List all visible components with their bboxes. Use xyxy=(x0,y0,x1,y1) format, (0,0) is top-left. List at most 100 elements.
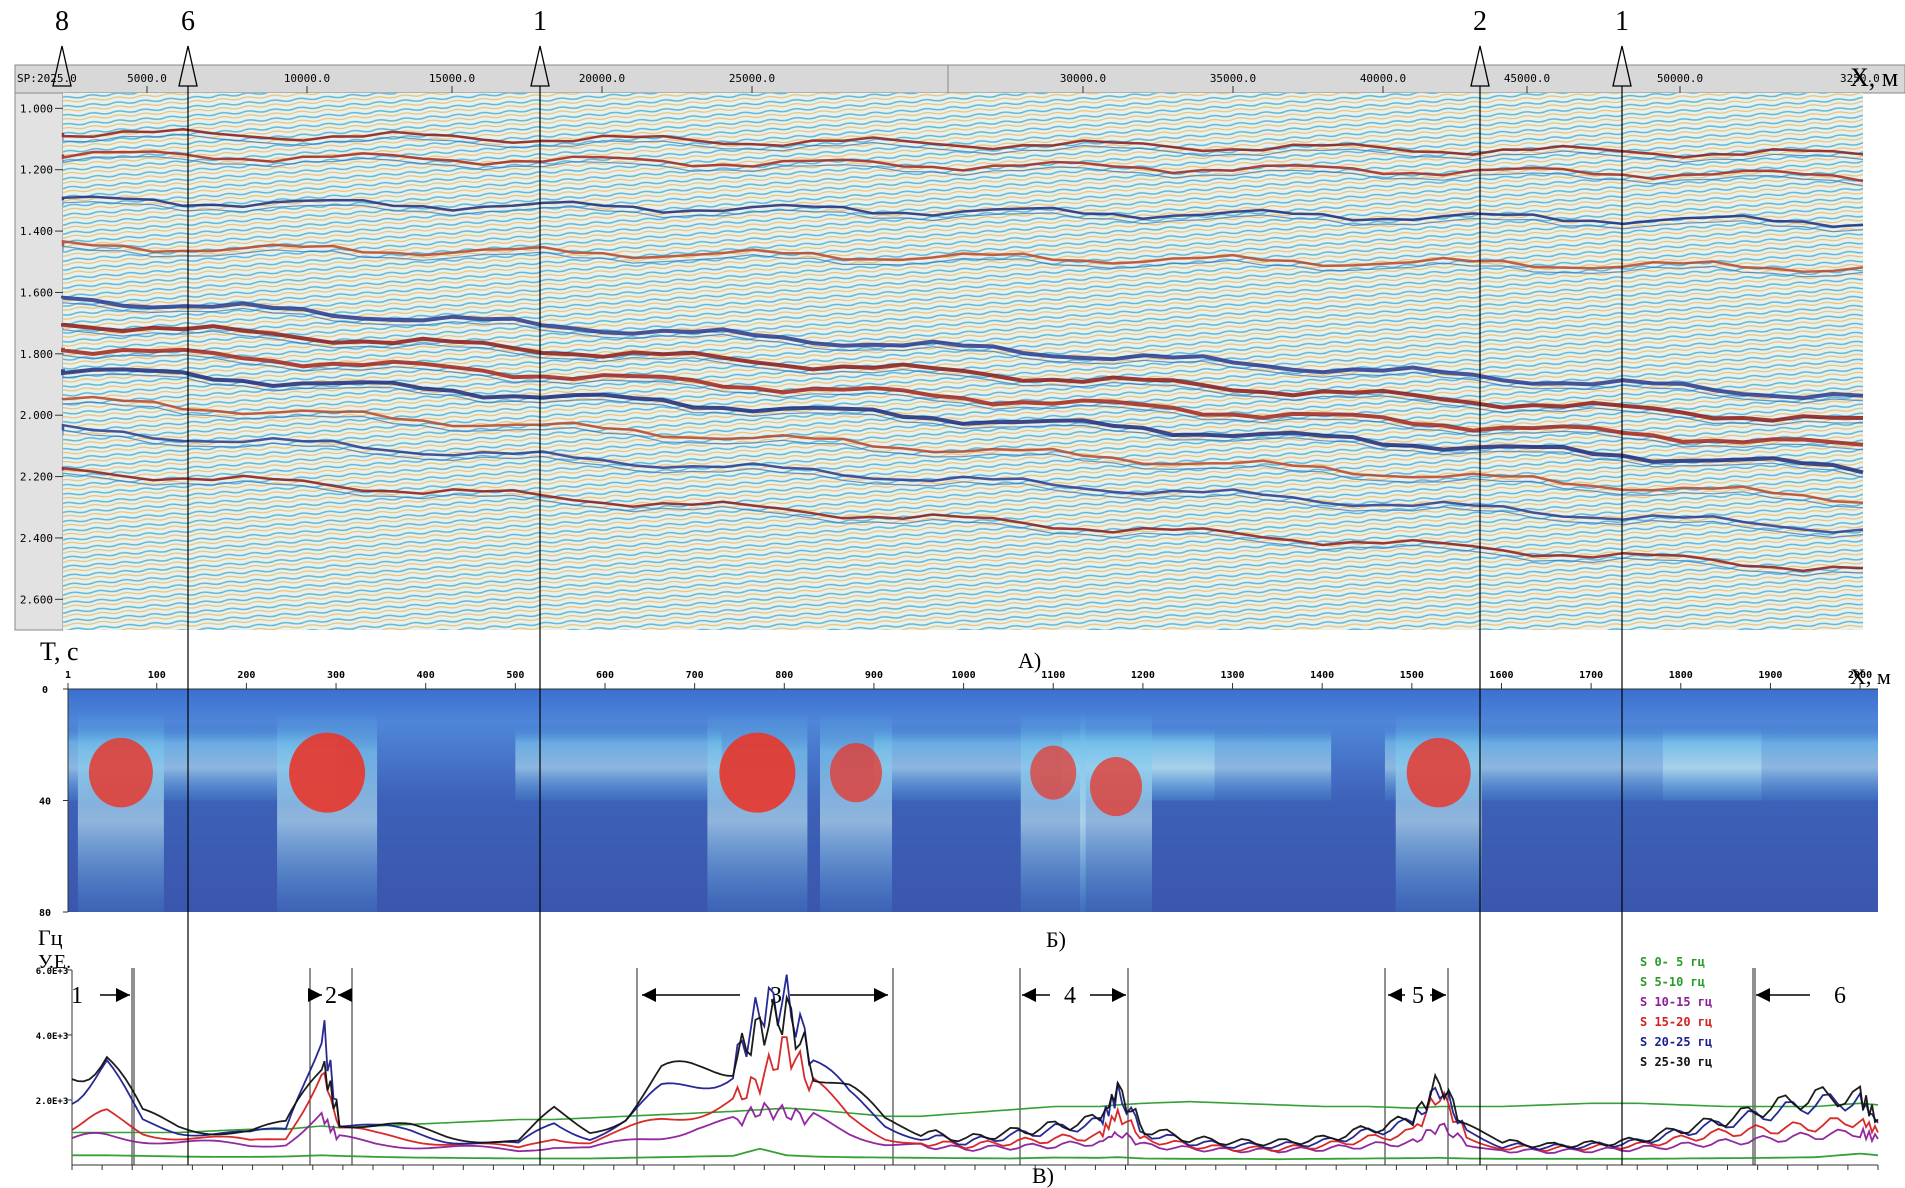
panel-a-reflector-line-trough xyxy=(62,302,1864,404)
panel-b-anomaly-hotspot xyxy=(1089,756,1142,817)
well-markers: 8 6 1 2 1 xyxy=(52,6,1632,1165)
panel-a-x-tick-label: 30000.0 xyxy=(1060,72,1106,85)
panel-b-x-tick-label: 1600 xyxy=(1489,670,1513,681)
panel-a-y-tick-label: 1.800 xyxy=(20,348,53,361)
panel-b-x-tick-label: 900 xyxy=(865,670,883,681)
panel-a-reflector-line xyxy=(61,423,1864,534)
panel-a-x-tick-label: 25000.0 xyxy=(729,72,775,85)
panel-b-x-tick-label: 1300 xyxy=(1220,670,1244,681)
panel-a-sp-label: SP: xyxy=(17,72,37,85)
panel-b-anomaly-hotspot xyxy=(88,737,153,808)
panel-b-x-tick-label: 400 xyxy=(417,670,435,681)
panel-c-zone-arrow-head xyxy=(308,988,322,1002)
panel-a-reflector-line xyxy=(61,367,1864,475)
panel-c-legend-entry: S 5-10 гц xyxy=(1640,975,1705,989)
panel-c-y-tick-label: 2.0E+3 xyxy=(36,1097,69,1107)
panel-b-x-tick-label: 1100 xyxy=(1041,670,1065,681)
panel-b-energy-band xyxy=(1662,728,1878,801)
panel-c-y-label: У.Е. xyxy=(38,951,71,973)
panel-b-anomaly-hotspot xyxy=(1406,737,1471,808)
panel-b-y-label: Гц xyxy=(38,925,63,950)
panel-c-series-line xyxy=(71,974,1879,1151)
panel-b-x-tick-label: 200 xyxy=(237,670,255,681)
panel-c-legend-entry: S 20-25 гц xyxy=(1640,1035,1712,1049)
panel-c-zone-arrow-head xyxy=(338,988,352,1002)
panel-a-caption: А) xyxy=(1018,648,1041,673)
panel-b-x-tick-label: 100 xyxy=(148,670,166,681)
panel-a-x-tick-label: 15000.0 xyxy=(429,72,475,85)
panel-a-y-tick-label: 1.600 xyxy=(20,286,53,299)
panel-a-reflector-line-trough xyxy=(62,373,1864,478)
panel-a-reflector-line xyxy=(61,395,1864,504)
well-marker-label: 1 xyxy=(1615,6,1629,37)
panel-a-y-ticks: 1.000 1.200 1.400 1.600 1.800 2.000 2.200 2.400… xyxy=(20,102,63,606)
panel-a-x-tick-label: 5000.0 xyxy=(127,72,167,85)
panel-a-reflector-line xyxy=(61,295,1864,401)
well-marker-label: 8 xyxy=(55,6,69,37)
panel-a-y-tick-label: 2.200 xyxy=(20,471,53,484)
panel-a-y-tick-label: 1.200 xyxy=(20,164,53,177)
panel-c-series-line xyxy=(72,1147,1879,1161)
panel-c-legend-entry: S 15-20 гц xyxy=(1640,1015,1712,1029)
panel-b-anomaly-hotspot xyxy=(289,732,366,813)
panel-c-zone-arrow-head xyxy=(874,988,888,1002)
panel-c-series xyxy=(71,974,1879,1161)
well-marker-label: 2 xyxy=(1473,6,1487,37)
panel-b-x-tick-label: 1800 xyxy=(1669,670,1693,681)
panel-a-x-tick-label: 35000.0 xyxy=(1210,72,1256,85)
panel-a-reflector-line-trough xyxy=(62,401,1864,509)
panel-a-sp-end: 3250.0 xyxy=(1840,72,1880,85)
panel-b-x-tick-label: 500 xyxy=(506,670,524,681)
panel-a-reflector-line xyxy=(61,195,1864,228)
panel-b-y-tick-label: 0 xyxy=(42,685,48,696)
panel-c-legend-entry: S 10-15 гц xyxy=(1640,995,1712,1009)
panel-b-anomaly-column xyxy=(820,711,893,912)
panel-a-reflector-line xyxy=(61,322,1864,423)
well-marker-label: 1 xyxy=(533,6,547,37)
panel-b-y-ticks: 0 40 80 xyxy=(39,685,68,919)
panel-b-x-tick-label: 1200 xyxy=(1131,670,1155,681)
panel-c-series-line xyxy=(71,993,1879,1149)
panel-c-legend: S 0- 5 гц S 5-10 гц S 10-15 гц S 15-20 гц S … xyxy=(1640,955,1712,1069)
panel-b-x-tick-label: 700 xyxy=(686,670,704,681)
panel-b-anomaly-hotspot xyxy=(1030,745,1077,800)
panel-b-anomaly-hotspot xyxy=(719,732,796,813)
panel-b-y-tick-label: 40 xyxy=(39,797,51,808)
panel-b-anomaly-hotspot xyxy=(830,743,883,803)
panel-a-reflector-line xyxy=(61,239,1864,273)
panel-b-spectrogram: 1 100 200 300 400 500 600 700 800 900 1000 1100 1200… xyxy=(38,664,1891,952)
well-marker-triangle xyxy=(52,45,72,87)
panel-c-zone-label: 1 xyxy=(71,983,83,1009)
panel-c-zone-arrow-head xyxy=(1756,988,1770,1002)
panel-c-zone-label: 6 xyxy=(1834,983,1846,1009)
panel-a-reflector-line-trough xyxy=(62,352,1864,451)
panel-b-x-tick-label: 1700 xyxy=(1579,670,1603,681)
panel-a-reflector-line-trough xyxy=(62,472,1864,577)
panel-a-reflector-line xyxy=(61,466,1864,573)
panel-a-reflector-line xyxy=(61,150,1864,183)
panel-b-x-tick-label: 1 xyxy=(65,670,71,681)
well-marker-label: 6 xyxy=(181,6,195,37)
panel-c-zone-label: 2 xyxy=(325,983,337,1009)
panel-a-reflector-line xyxy=(61,127,1864,159)
panel-b-x-label: X, м xyxy=(1850,664,1891,689)
panel-c-zone-arrow-head xyxy=(642,988,656,1002)
panel-a-reflector-line-trough xyxy=(62,201,1864,233)
panel-a-x-tick-label: 40000.0 xyxy=(1360,72,1406,85)
panel-b-x-tick-label: 1500 xyxy=(1400,670,1424,681)
panel-c-zone-label: 4 xyxy=(1064,983,1076,1009)
panel-a-sp-start: 2025.0 xyxy=(37,72,77,85)
panel-c-y-tick-label: 4.0E+3 xyxy=(36,1032,69,1042)
panel-c-y-tick-label: 6.0E+3 xyxy=(36,967,69,977)
panel-a-x-label: X, м xyxy=(1850,63,1898,92)
panel-a-reflectors xyxy=(61,127,1864,577)
panel-a-reflector-line-trough xyxy=(62,429,1864,539)
panel-c-zone-arrow-head xyxy=(1432,988,1446,1002)
panel-a-x-tick-label: 45000.0 xyxy=(1504,72,1550,85)
panel-b-x-tick-label: 1900 xyxy=(1758,670,1782,681)
panel-c-x-ticks xyxy=(71,1165,1879,1170)
panel-c-zone-arrow-head xyxy=(1112,988,1126,1002)
panel-a-x-ticks: 5000.0 10000.0 15000.0 20000.0 25000.0 30000.… xyxy=(127,72,1703,93)
